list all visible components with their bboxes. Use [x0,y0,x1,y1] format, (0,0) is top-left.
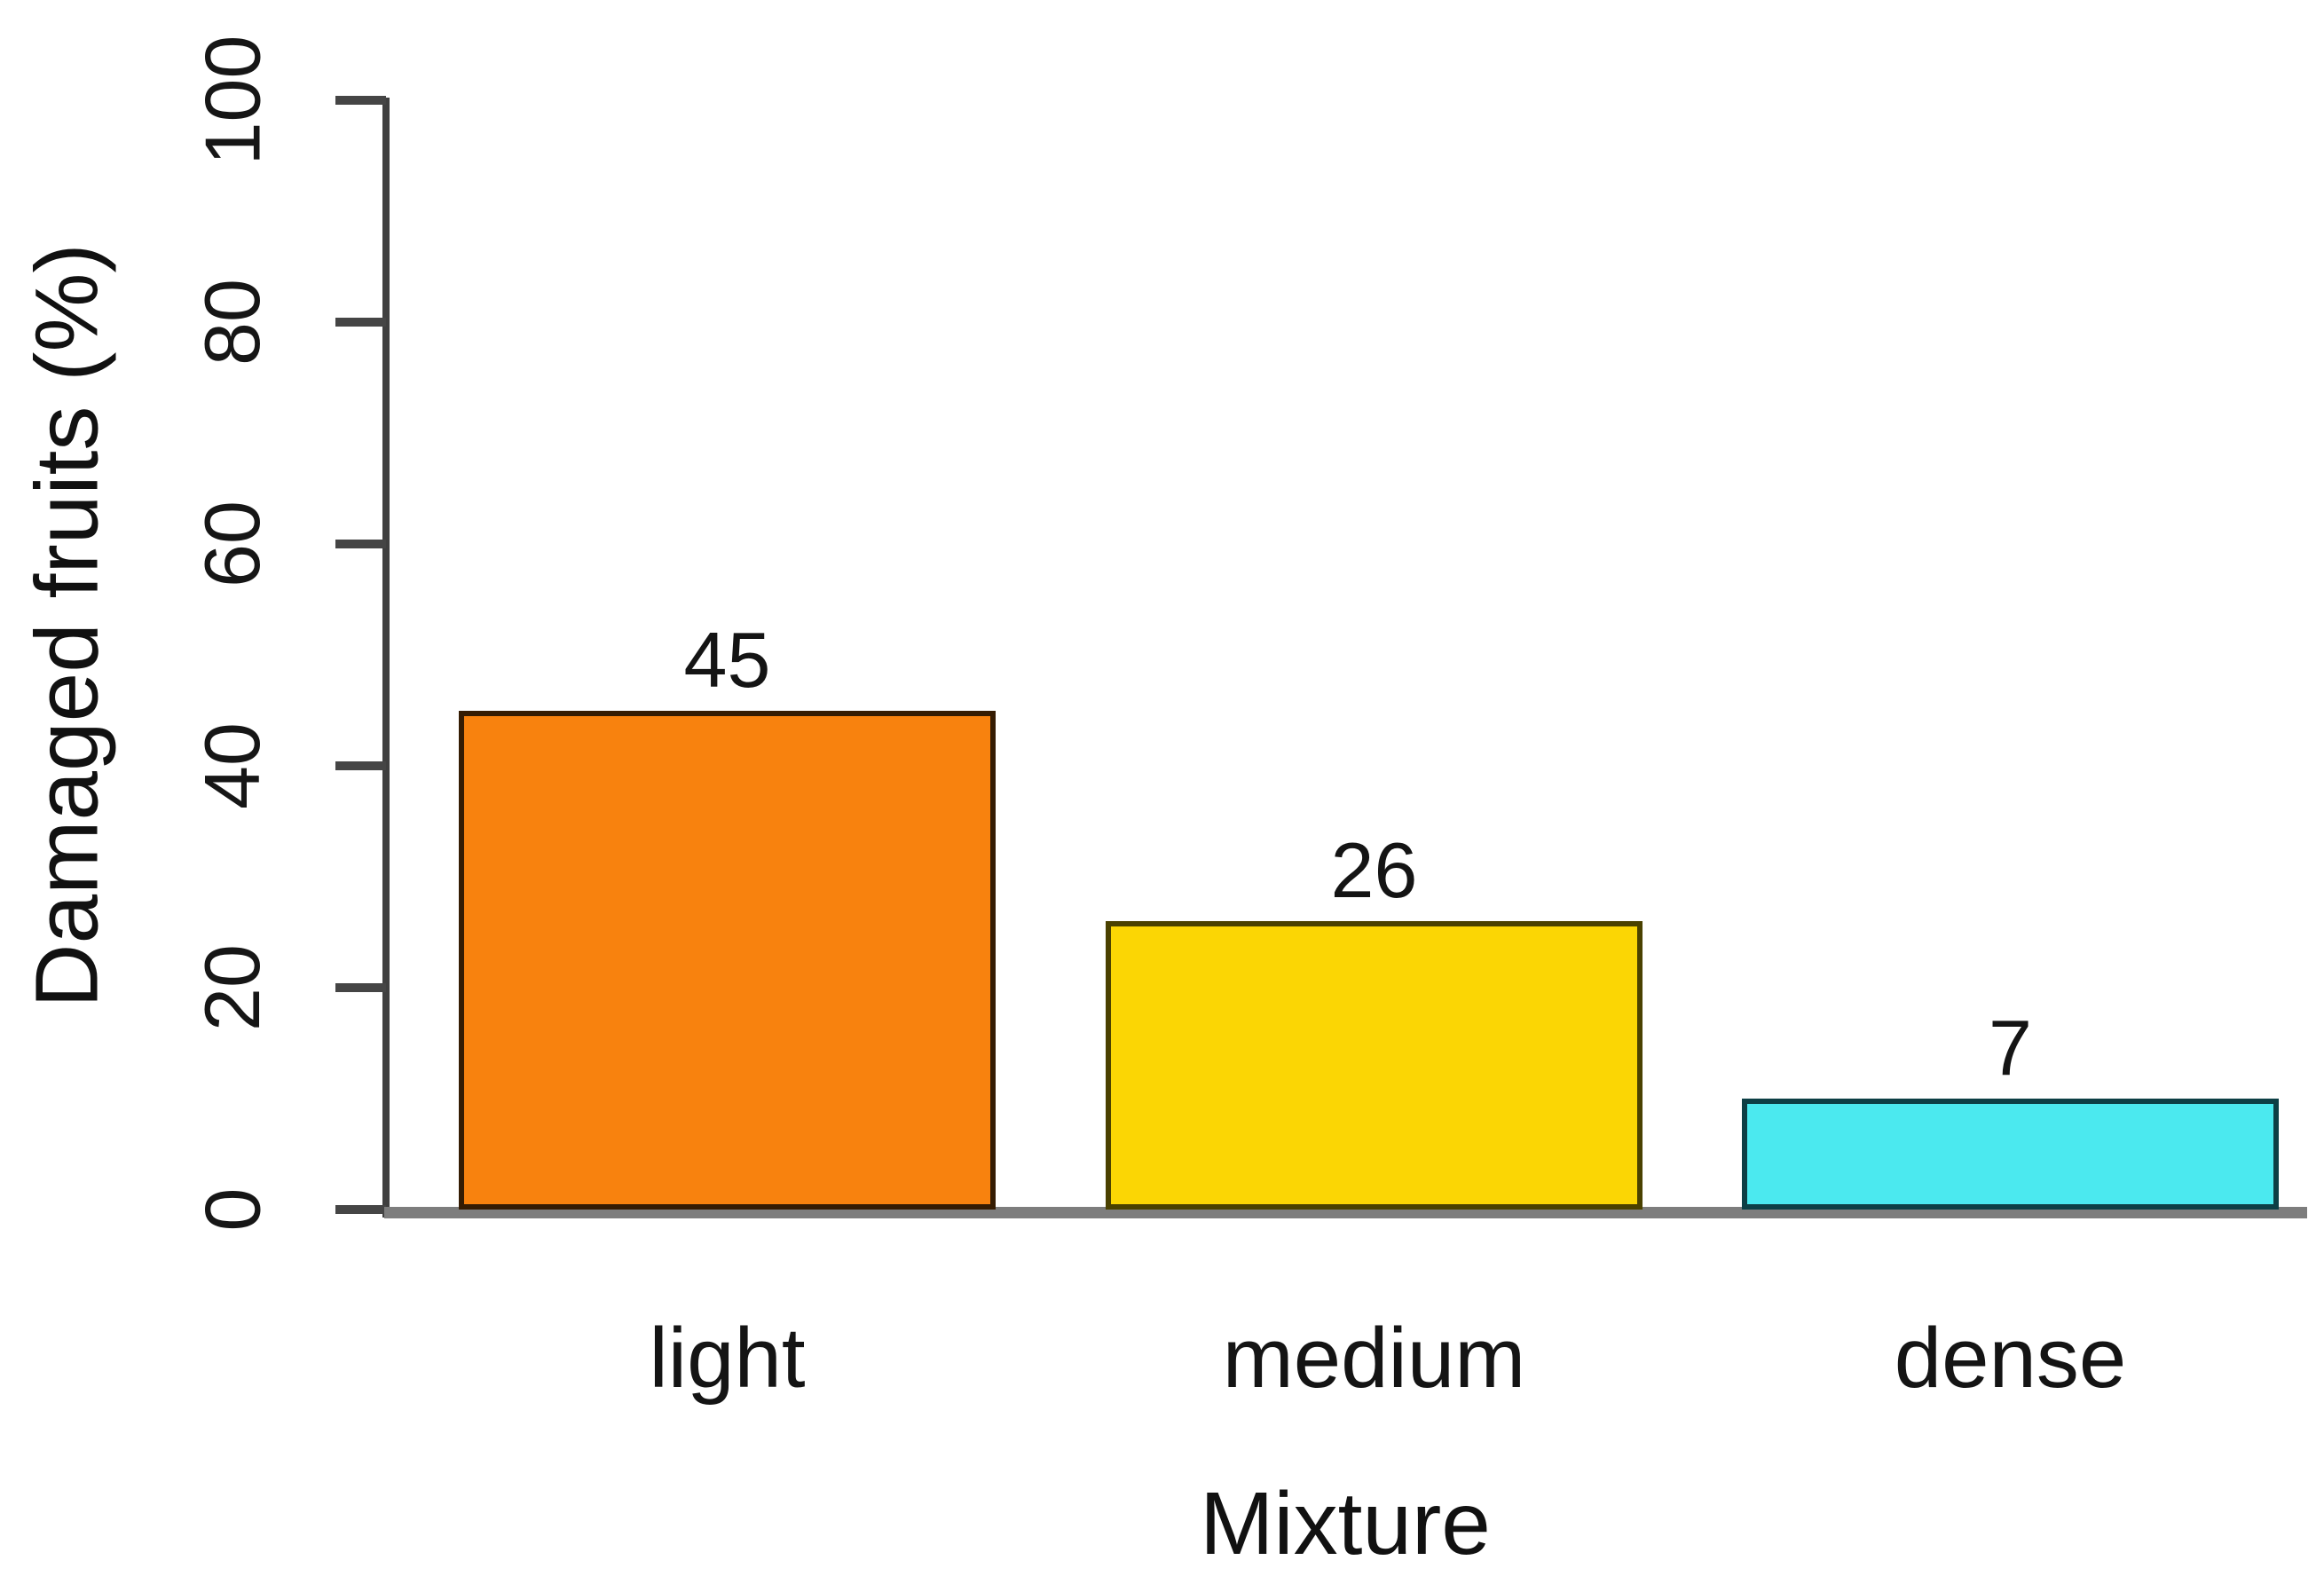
y-tick-label: 60 [188,500,277,588]
y-tick-mark [335,318,386,327]
x-axis-line [384,1207,2307,1218]
bar-medium [1106,921,1643,1210]
x-axis-title-text: Mixture [1200,1474,1491,1573]
x-axis-title: Mixture [902,1475,1789,1581]
y-tick-mark [335,983,386,992]
y-tick-label-text: 0 [187,1187,276,1232]
y-tick-label: 20 [188,943,277,1032]
bar-dense [1742,1099,2279,1210]
y-tick-label-text: 40 [187,722,276,809]
x-category-label-light: light [649,1311,806,1406]
y-tick-label-text: 100 [188,35,277,166]
y-tick-mark [335,1205,386,1214]
y-tick-mark [335,761,386,770]
y-tick-label-text: 20 [187,944,276,1031]
bar-value-label-dense: 7 [1989,1004,2032,1092]
y-tick-mark [335,96,386,105]
bar-value-label-medium: 26 [1330,826,1418,914]
x-category-label-medium: medium [1222,1311,1526,1406]
bar-light [459,710,996,1210]
y-tick-label: 40 [188,721,277,810]
y-axis-line [382,98,390,1218]
bar-value-label-light: 45 [683,615,771,704]
y-tick-label: 80 [188,278,277,366]
y-tick-mark [335,540,386,548]
y-tick-label: 100 [188,35,277,166]
y-tick-label: 0 [188,1165,277,1254]
y-axis-title: Damaged fruits (%) [14,177,121,1074]
y-axis-title-text: Damaged fruits (%) [18,243,118,1008]
y-tick-label-text: 60 [187,500,276,587]
y-tick-label-text: 80 [187,279,276,366]
x-category-label-dense: dense [1894,1311,2127,1406]
